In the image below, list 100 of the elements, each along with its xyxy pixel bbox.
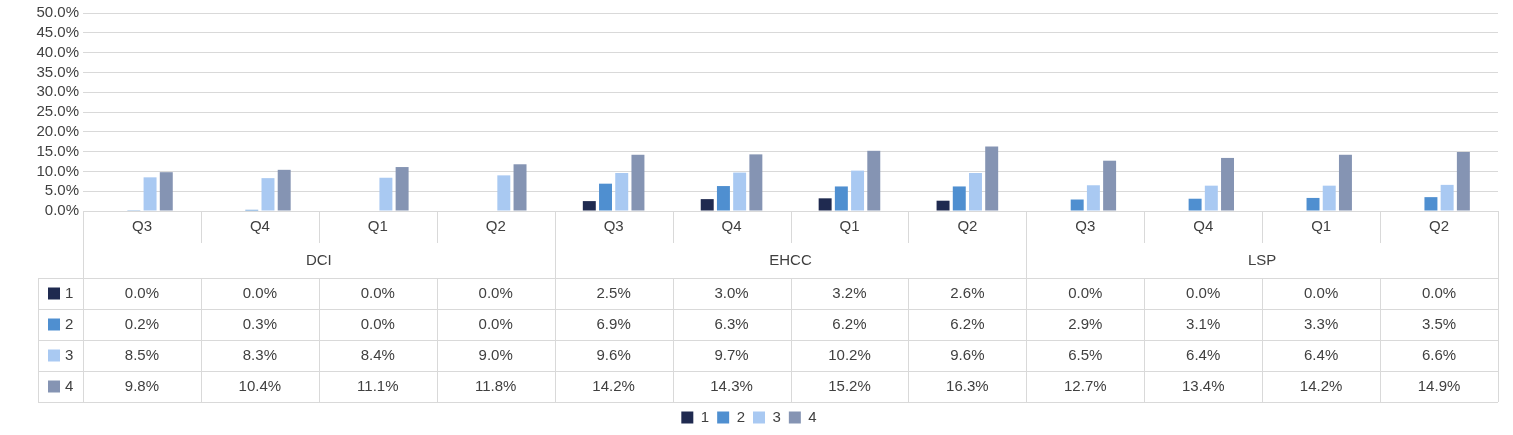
y-tick-label: 20.0%	[36, 121, 79, 139]
bar	[936, 200, 950, 211]
x-tick-label: Q3	[1075, 217, 1096, 235]
text: LSP	[1247, 250, 1277, 268]
bar	[818, 198, 832, 211]
text: 4	[808, 407, 817, 425]
data-label: 2.9%	[1068, 314, 1103, 332]
bar	[261, 178, 275, 211]
text: 1	[65, 283, 74, 301]
bar	[582, 201, 596, 211]
bar	[867, 150, 881, 211]
bar	[1424, 197, 1438, 211]
y-tick-label: 15.0%	[36, 141, 79, 159]
data-label: 9.0%	[478, 345, 513, 363]
bar	[952, 186, 966, 211]
x-tick-label: Q1	[367, 217, 388, 235]
y-tick-label: 10.0%	[36, 161, 79, 179]
x-tick-label: Q4	[1193, 217, 1214, 235]
y-tick-label: 40.0%	[36, 42, 79, 60]
bar	[497, 175, 511, 211]
bar	[1204, 185, 1218, 211]
y-tick-label: 0.0%	[44, 201, 79, 219]
bar	[1306, 197, 1320, 211]
data-label: 2.6%	[950, 283, 985, 301]
bar	[1338, 154, 1352, 211]
bar	[159, 172, 173, 211]
data-label: 0.0%	[1186, 283, 1221, 301]
bar	[1086, 185, 1100, 211]
data-label: 11.8%	[475, 376, 517, 394]
data-label: 6.6%	[1421, 345, 1457, 363]
data-label: 14.2%	[1299, 376, 1343, 394]
data-label: 2.5%	[596, 283, 631, 301]
data-label: 10.4%	[238, 376, 282, 394]
data-label: 12.7%	[1064, 376, 1107, 394]
bar	[395, 167, 409, 211]
bar	[1456, 152, 1470, 211]
legend-label: 3	[65, 345, 74, 363]
data-label: 10.2%	[828, 345, 871, 363]
y-tick-label: 35.0%	[36, 62, 79, 80]
data-label: 6.2%	[832, 314, 867, 332]
y-tick-label: 30.0%	[36, 82, 79, 100]
data-label: 8.5%	[124, 345, 160, 363]
x-tick-label: Q2	[485, 217, 506, 235]
legend-label: 2	[65, 314, 74, 332]
data-label: 9.6%	[950, 345, 985, 363]
data-label: 0.0%	[1421, 283, 1457, 301]
bar	[143, 177, 157, 211]
data-label: 14.3%	[710, 376, 753, 394]
bar	[615, 172, 629, 211]
data-label: 6.4%	[1186, 345, 1221, 363]
data-label: 14.9%	[1417, 376, 1461, 394]
data-label: 14.2%	[592, 376, 635, 394]
text: DCI	[305, 250, 332, 268]
data-label: 0.0%	[360, 283, 395, 301]
bar	[700, 199, 714, 211]
legend-label: 1	[700, 407, 710, 425]
bar	[716, 186, 730, 211]
bar	[1103, 160, 1117, 211]
text: 3	[772, 407, 781, 425]
y-tick-label: 5.0%	[44, 181, 79, 199]
data-label: 9.6%	[596, 345, 631, 363]
data-label: 0.0%	[360, 314, 395, 332]
data-label: 9.7%	[714, 345, 749, 363]
bar	[1322, 185, 1336, 211]
bar	[733, 172, 747, 211]
data-label: 13.4%	[1181, 376, 1225, 394]
x-tick-label: Q4	[249, 217, 270, 235]
data-label: 6.5%	[1068, 345, 1103, 363]
x-tick-label: Q2	[1429, 217, 1450, 235]
data-label: 0.0%	[124, 283, 160, 301]
y-tick-label: 50.0%	[36, 3, 79, 21]
data-label: 3.2%	[832, 283, 867, 301]
data-label: 8.4%	[360, 345, 395, 363]
data-label: 0.2%	[124, 314, 160, 332]
data-label: 0.0%	[478, 314, 513, 332]
text: 2	[736, 407, 745, 425]
data-label: 16.3%	[946, 376, 989, 394]
x-tick-label: Q3	[603, 217, 624, 235]
bar	[631, 154, 645, 211]
data-label: 3.0%	[714, 283, 749, 301]
x-tick-label: Q4	[721, 217, 742, 235]
data-label: 11.1%	[357, 376, 399, 394]
x-tick-label: Q2	[957, 217, 978, 235]
bar	[851, 170, 865, 211]
bar	[1070, 199, 1084, 211]
data-label: 3.5%	[1421, 314, 1457, 332]
data-label: 3.1%	[1186, 314, 1221, 332]
data-label: 0.3%	[242, 314, 277, 332]
data-label: 0.0%	[1304, 283, 1339, 301]
legend-label: 4	[65, 376, 74, 394]
data-label: 0.0%	[1068, 283, 1103, 301]
bar	[277, 169, 291, 211]
data-label: 6.3%	[714, 314, 749, 332]
data-label: 9.8%	[124, 376, 160, 394]
bar	[599, 183, 612, 211]
bar	[749, 154, 763, 211]
data-label: 0.0%	[478, 283, 513, 301]
data-label: 15.2%	[828, 376, 871, 394]
data-label: 6.4%	[1304, 345, 1339, 363]
text: EHCC	[769, 250, 812, 268]
